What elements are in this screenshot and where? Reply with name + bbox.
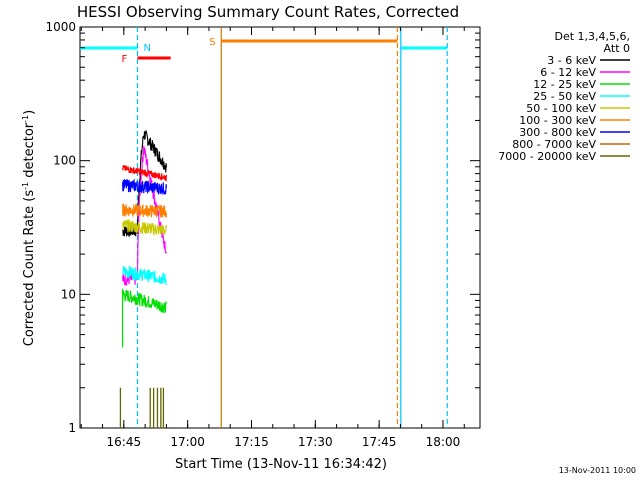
legend-label-8: 7000 - 20000 keV	[498, 150, 596, 163]
x-axis: 16:45 17:00 17:15 17:30 17:45 18:00	[80, 27, 465, 449]
series-50-100	[122, 219, 167, 236]
y-tick-label-1: 10	[61, 287, 76, 301]
series-red-band	[122, 165, 167, 182]
flag-label-n: N	[143, 43, 150, 54]
y-tick-label-0: 1	[68, 421, 76, 435]
y-tick-label-2: 100	[53, 154, 76, 168]
legend-label-4: 50 - 100 keV	[526, 102, 596, 115]
legend-label-2: 12 - 25 keV	[533, 78, 596, 91]
x-tick-label-5: 18:00	[426, 435, 461, 449]
footer-date: 13-Nov-2011 10:00	[559, 466, 636, 475]
series-12-25	[122, 290, 167, 314]
flag-label-f: F	[121, 54, 127, 65]
legend-label-5: 100 - 300 keV	[519, 114, 596, 127]
series-6-12	[122, 145, 167, 286]
series-100-300	[122, 203, 167, 219]
flag-label-s: S	[209, 37, 215, 48]
y-axis: 1 10 100 1000	[45, 20, 480, 435]
x-tick-label-0: 16:45	[107, 435, 142, 449]
chart-title: HESSI Observing Summary Count Rates, Cor…	[77, 3, 459, 21]
legend-label-7: 800 - 7000 keV	[512, 138, 596, 151]
plot-frame	[79, 26, 481, 429]
legend-label-6: 300 - 800 keV	[519, 126, 596, 139]
y-axis-label: Corrected Count Rate (s-1 detector-1)	[21, 110, 37, 346]
x-tick-label-4: 17:45	[362, 435, 397, 449]
legend-label-3: 25 - 50 keV	[533, 90, 596, 103]
legend-label-1: 6 - 12 keV	[540, 66, 596, 79]
plot-area: N F S	[79, 26, 481, 429]
series-300-800	[122, 178, 167, 196]
legend-header-1: Det 1,3,4,5,6,	[554, 30, 630, 43]
x-tick-label-3: 17:30	[298, 435, 333, 449]
y-tick-label-3: 1000	[45, 20, 76, 34]
x-tick-label-2: 17:15	[234, 435, 269, 449]
x-tick-label-1: 17:00	[170, 435, 205, 449]
legend-label-0: 3 - 6 keV	[547, 54, 596, 67]
x-axis-label: Start Time (13-Nov-11 16:34:42)	[175, 457, 387, 472]
legend-header-2: Att 0	[604, 42, 630, 55]
series-25-50	[122, 265, 167, 286]
